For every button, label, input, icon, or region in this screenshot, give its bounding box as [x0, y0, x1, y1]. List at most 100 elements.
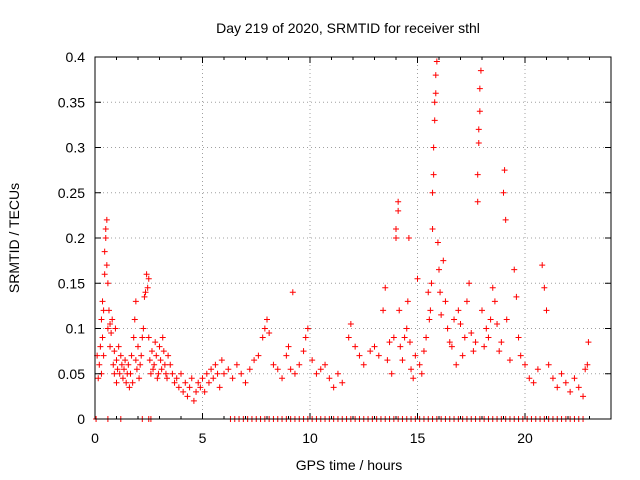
data-point — [502, 216, 509, 223]
data-point — [470, 348, 477, 355]
data-point — [108, 330, 115, 337]
data-point — [208, 366, 215, 373]
data-point — [501, 167, 508, 174]
data-point — [432, 90, 439, 97]
data-point — [155, 370, 162, 377]
data-point — [193, 388, 200, 395]
axis-ticks: 0 5 10 15 20 0 0.05 0.1 0.15 0.2 0.25 0.3 0.35 0.4 — [58, 49, 612, 446]
data-point — [142, 289, 149, 296]
data-point — [382, 284, 389, 291]
data-point — [466, 280, 473, 287]
data-point — [429, 189, 436, 196]
y-tick-label: 0 — [77, 411, 85, 427]
data-point — [129, 379, 136, 386]
data-point — [104, 280, 111, 287]
data-point — [496, 348, 503, 355]
data-point — [212, 361, 219, 368]
data-point — [517, 352, 524, 359]
data-point — [128, 352, 135, 359]
data-point — [430, 171, 437, 178]
data-point — [103, 262, 110, 269]
data-point — [287, 366, 294, 373]
y-tick-label: 0.4 — [66, 49, 86, 65]
data-point — [175, 384, 182, 391]
data-point — [440, 257, 447, 264]
data-point — [429, 225, 436, 232]
chart-title: Day 219 of 2020, SRMTID for receiver sth… — [216, 20, 480, 36]
data-point — [367, 348, 374, 355]
data-point — [427, 307, 434, 314]
data-point — [485, 334, 492, 341]
data-point — [270, 361, 277, 368]
data-point — [165, 352, 172, 359]
data-point — [261, 325, 268, 332]
data-point — [188, 375, 195, 382]
data-point — [143, 271, 150, 278]
data-point — [397, 343, 404, 350]
data-point — [479, 307, 485, 314]
data-point — [404, 298, 411, 305]
data-point — [229, 375, 236, 382]
data-point — [468, 330, 475, 337]
data-point — [116, 370, 123, 377]
data-point — [433, 58, 440, 65]
data-point — [423, 334, 430, 341]
data-point — [457, 320, 464, 327]
data-point — [334, 370, 341, 377]
data-point — [126, 384, 133, 391]
data-point — [113, 379, 120, 386]
data-point — [144, 284, 151, 291]
data-point — [264, 316, 270, 323]
data-point — [380, 307, 387, 314]
data-point — [296, 361, 303, 368]
y-axis-label: SRMTID / TECUs — [6, 183, 22, 293]
data-point — [487, 316, 494, 323]
data-point — [112, 325, 119, 332]
data-point — [393, 235, 399, 241]
data-point — [390, 334, 397, 341]
data-point — [283, 352, 290, 359]
x-axis-label: GPS time / hours — [296, 457, 403, 473]
data-point — [483, 325, 490, 332]
data-point — [571, 375, 578, 382]
data-point — [99, 334, 106, 341]
data-point — [582, 366, 589, 373]
data-point — [432, 72, 439, 79]
data-point — [122, 357, 129, 364]
data-point — [162, 370, 169, 377]
data-point — [515, 334, 522, 341]
data-point — [461, 334, 468, 341]
data-point — [395, 198, 402, 205]
data-point — [498, 339, 505, 346]
data-point — [150, 366, 157, 373]
data-point — [304, 325, 311, 332]
data-point — [356, 352, 363, 359]
data-point — [436, 266, 442, 273]
data-point — [291, 370, 298, 377]
data-point — [171, 379, 178, 386]
data-point — [110, 361, 117, 368]
data-point — [541, 284, 548, 291]
data-point — [418, 370, 425, 377]
data-point — [313, 370, 320, 377]
data-series-sthl — [93, 58, 592, 422]
data-point — [420, 348, 427, 355]
data-point — [205, 379, 212, 386]
data-point — [428, 280, 435, 287]
data-point — [395, 207, 402, 214]
data-point — [156, 343, 163, 350]
data-point — [412, 352, 419, 359]
data-point — [178, 370, 184, 377]
x-tick-label: 5 — [199, 430, 207, 446]
data-point — [118, 361, 125, 368]
data-point — [549, 375, 556, 382]
data-point — [567, 388, 574, 395]
data-point — [132, 357, 139, 364]
data-point — [101, 248, 108, 255]
data-point — [330, 384, 337, 391]
data-point — [434, 239, 441, 246]
data-point — [558, 370, 565, 377]
data-point — [117, 352, 124, 359]
data-point — [410, 375, 417, 382]
